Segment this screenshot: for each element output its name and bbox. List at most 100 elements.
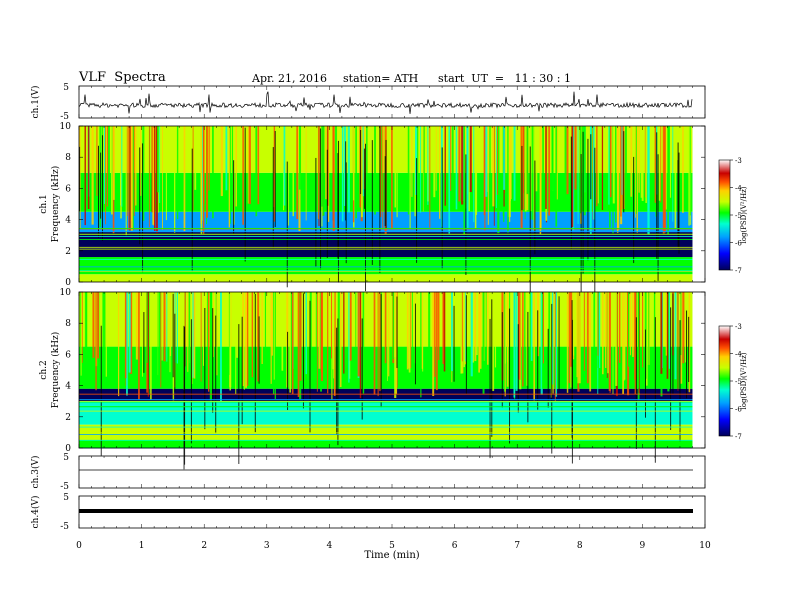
spectrogram-streak [577, 126, 579, 224]
spectrogram-streak [574, 126, 577, 190]
spectrogram-impulse [100, 325, 102, 456]
ch3-ylabel: ch.3(V) [30, 456, 41, 489]
spectrogram-streak [647, 126, 650, 235]
spectrogram-streak [469, 126, 472, 193]
spectrogram-streak [444, 126, 446, 206]
spectrogram-streak [150, 292, 152, 400]
spectrogram-streak [87, 126, 90, 209]
x-tick-label: 7 [514, 541, 520, 551]
spectrogram-streak [355, 292, 357, 357]
spectrogram-impulse [441, 147, 443, 270]
spectrogram-streak [634, 292, 637, 395]
spectrogram-streak [158, 292, 161, 382]
spectrogram-streak [316, 292, 318, 392]
spectrogram-streak [479, 292, 482, 369]
spectrogram-impulse [590, 134, 592, 200]
spectrogram-impulse [254, 293, 256, 433]
spectrogram-impulse [571, 319, 573, 464]
spectrogram-line [79, 233, 693, 235]
spectrogram-streak [522, 292, 524, 387]
spectrogram-streak [533, 292, 535, 401]
spectrogram-streak [126, 126, 128, 217]
spectrogram-streak [357, 292, 360, 377]
ch1-spec-ylabel: ch.1 [39, 194, 49, 213]
spectrogram-impulse [678, 152, 680, 254]
spectrogram-impulse [244, 127, 246, 262]
spectrogram-streak [566, 126, 569, 195]
spectrogram-streak [571, 126, 574, 228]
y-tick-label: 10 [60, 288, 72, 298]
spectrogram-streak [448, 126, 451, 234]
spectrogram-impulse [336, 327, 338, 435]
spectrogram-line [79, 270, 693, 272]
spectrogram-streak [645, 126, 647, 203]
spectrogram-streak [489, 126, 491, 201]
spectrogram-impulse [363, 148, 365, 209]
spectrogram-impulse [272, 147, 274, 249]
spectrogram-streak [507, 126, 509, 233]
spectrogram-streak [409, 126, 411, 230]
spectrogram-band [79, 232, 693, 258]
spectrogram-streak [261, 292, 263, 365]
spectrogram-streak [672, 126, 674, 222]
y-tick-label: -5 [60, 112, 69, 122]
spectrogram-streak [394, 292, 397, 358]
spectrogram-streak [271, 292, 274, 356]
spectrogram-impulse [371, 140, 373, 265]
spectrogram-streak [381, 126, 383, 195]
spectrogram-impulse [396, 296, 398, 369]
spectrogram-impulse [384, 156, 386, 227]
spectrogram-streak [235, 292, 237, 395]
spectrogram-impulse [623, 131, 625, 213]
spectrogram-streak [674, 292, 677, 380]
spectrogram-streak [464, 292, 466, 362]
spectrogram-streak [623, 292, 626, 380]
spectrogram-streak [466, 126, 469, 228]
spectrogram-streak [142, 292, 144, 377]
spectrogram-streak [662, 126, 665, 234]
spectrogram-impulse [679, 320, 681, 442]
spectrogram-streak [129, 126, 131, 231]
spectrogram-streak [668, 292, 671, 369]
spectrogram-impulse [501, 312, 503, 408]
spectrogram-impulse [241, 316, 243, 425]
spectrogram-streak [193, 292, 196, 379]
spectrogram-impulse [337, 318, 339, 446]
spectrogram-streak [320, 292, 323, 373]
spectrogram-streak [602, 292, 604, 375]
spectrogram-impulse [657, 154, 659, 281]
spectrogram-line [79, 410, 693, 412]
ch1-spectrogram [79, 126, 693, 296]
spectrogram-streak [518, 292, 521, 380]
spectrogram-streak [589, 292, 592, 392]
spectrogram-streak [379, 126, 382, 218]
x-tick-label: 10 [699, 541, 711, 551]
spectrogram-streak [84, 126, 86, 226]
spectrogram-streak [612, 126, 615, 204]
spectrogram-streak [202, 292, 205, 366]
spectrogram-streak [508, 126, 511, 222]
spectrogram-impulse [190, 319, 192, 444]
spectrogram-streak [682, 126, 684, 213]
spectrogram-streak [290, 292, 293, 363]
spectrogram-streak [510, 126, 512, 200]
spectrogram-streak [379, 292, 381, 392]
spectrogram-impulse [337, 153, 339, 259]
spectrogram-impulse [547, 328, 549, 408]
spectrogram-streak [688, 126, 690, 226]
spectrogram-impulse [212, 308, 214, 413]
spectrogram-streak [660, 292, 663, 374]
spectrogram-impulse [258, 316, 260, 384]
spectrogram-streak [331, 292, 333, 359]
spectrogram-line [79, 246, 693, 248]
spectrogram-streak [439, 126, 441, 219]
spectrogram-streak [148, 126, 150, 228]
spectrogram-streak [133, 126, 135, 216]
spectrogram-impulse [688, 316, 690, 382]
spectrogram-streak [140, 126, 142, 196]
spectrogram-line [79, 400, 693, 402]
spectrogram-impulse [184, 327, 186, 465]
spectrogram-streak [188, 292, 191, 389]
spectrogram-streak [228, 126, 230, 228]
